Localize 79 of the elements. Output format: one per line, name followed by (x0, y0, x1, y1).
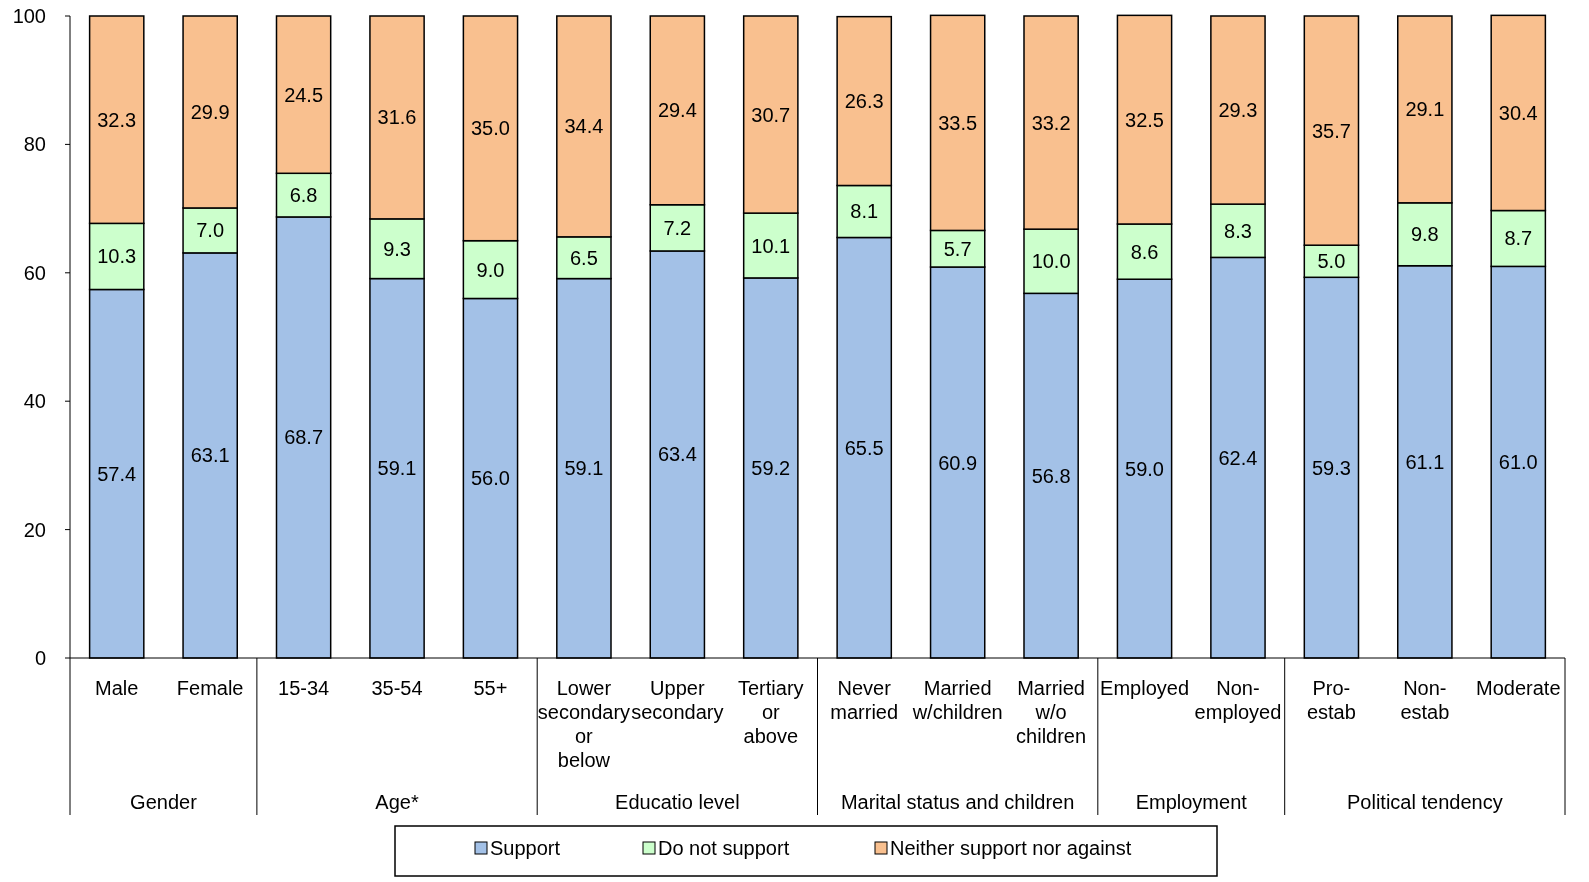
x-tick-label: Non-employed (1194, 677, 1282, 723)
data-label: 32.3 (97, 108, 137, 131)
data-label: 33.2 (1031, 111, 1071, 134)
x-tick-label: 55+ (473, 677, 508, 699)
data-label: 29.4 (657, 99, 697, 122)
x-tick-label: Male (95, 677, 139, 699)
x-tick-label: Upper secondary (631, 677, 724, 723)
data-label: 32.5 (1125, 108, 1164, 131)
data-label: 56.8 (1031, 464, 1071, 487)
data-label: 10.3 (97, 245, 137, 268)
data-label: 26.3 (844, 90, 884, 113)
data-label: 30.7 (751, 103, 791, 126)
y-tick-label: 40 (23, 390, 46, 413)
legend-label: Do not support (658, 837, 790, 859)
data-label: 60.9 (938, 451, 978, 474)
data-label: 7.2 (663, 216, 692, 239)
data-label: 29.9 (190, 100, 230, 123)
data-label: 8.3 (1224, 219, 1252, 242)
x-tick-label: Employed (1100, 677, 1189, 699)
x-tick-label: Pro-estab (1306, 677, 1356, 723)
data-label: 34.4 (564, 115, 604, 138)
data-label: 59.1 (377, 457, 417, 480)
y-tick-label: 100 (12, 5, 46, 27)
data-label: 62.4 (1218, 446, 1258, 469)
data-label: 57.4 (97, 462, 137, 485)
text: Employment (1135, 791, 1248, 813)
legend-label: Support (490, 837, 561, 859)
y-tick-label: 0 (34, 647, 46, 669)
x-tick-label: Female (176, 677, 244, 699)
x-tick-label: Lower secondary or below (537, 677, 631, 771)
data-label: 30.4 (1498, 101, 1538, 124)
data-label: 24.5 (284, 83, 324, 106)
data-label: 29.3 (1218, 99, 1258, 122)
x-tick-label: Married w/children (911, 677, 1003, 723)
text: Marital status and children (840, 791, 1075, 813)
x-tick-label: 35-54 (371, 677, 423, 699)
y-tick-label: 20 (23, 518, 46, 541)
data-label: 59.3 (1311, 456, 1351, 479)
text: Age* (375, 791, 419, 813)
data-label: 68.7 (284, 426, 324, 449)
data-label: 9.8 (1410, 223, 1439, 246)
data-label: 6.8 (289, 184, 318, 207)
data-label: 29.1 (1405, 98, 1445, 121)
y-tick-label: 60 (23, 261, 46, 284)
x-tick-label: 15-34 (278, 677, 330, 699)
data-label: 31.6 (377, 106, 417, 129)
x-tick-label: Married w/o children (1016, 677, 1087, 747)
data-label: 65.5 (844, 436, 884, 459)
data-label: 33.5 (938, 111, 978, 134)
data-label: 63.4 (657, 443, 697, 466)
data-label: 35.7 (1311, 119, 1351, 142)
data-label: 61.1 (1405, 450, 1445, 473)
data-label: 7.0 (196, 219, 225, 242)
data-label: 59.2 (751, 456, 791, 479)
data-label: 63.1 (190, 444, 230, 467)
text: Educatio level (615, 791, 740, 813)
data-label: 5.0 (1317, 250, 1346, 273)
data-label: 5.7 (943, 237, 972, 260)
data-label: 6.5 (570, 246, 598, 269)
data-label: 9.0 (476, 258, 505, 281)
data-label: 10.0 (1031, 250, 1071, 273)
data-label: 35.0 (471, 117, 510, 140)
data-label: 8.6 (1130, 240, 1159, 263)
data-label: 10.1 (751, 234, 791, 257)
data-label: 9.3 (383, 237, 411, 260)
data-label: 61.0 (1498, 451, 1538, 474)
data-label: 8.1 (850, 200, 879, 223)
data-label: 59.1 (564, 457, 604, 480)
x-tick-label: Never married (830, 677, 899, 723)
data-label: 8.7 (1504, 227, 1533, 250)
y-tick-label: 80 (23, 133, 46, 156)
data-label: 56.0 (471, 467, 510, 490)
x-tick-label: Tertiary or above (737, 677, 804, 747)
data-label: 59.0 (1125, 457, 1164, 480)
text: Gender (130, 791, 198, 813)
x-tick-label: Non-estab (1400, 677, 1450, 723)
legend-label: Neither support nor against (890, 837, 1132, 859)
x-tick-label: Moderate (1476, 677, 1561, 699)
text: Political tendency (1347, 791, 1503, 813)
